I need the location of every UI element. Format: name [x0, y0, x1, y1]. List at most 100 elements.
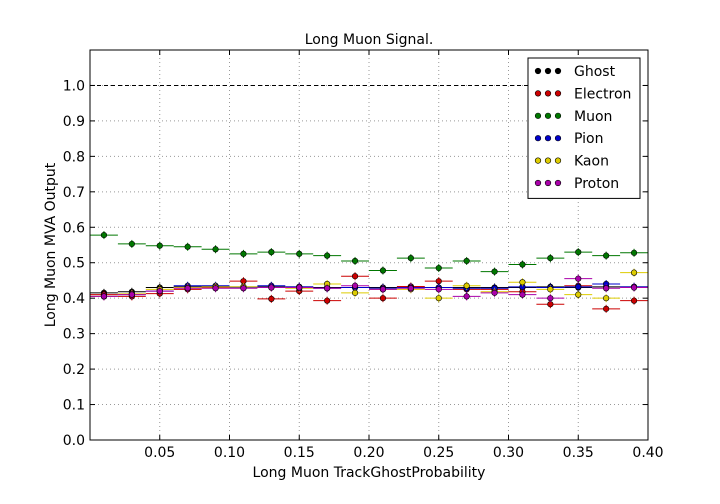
x-tick-label: 0.10	[214, 445, 245, 461]
kaon-point	[630, 269, 638, 276]
electron-point	[547, 301, 554, 308]
muon-point	[128, 240, 135, 248]
series-muon	[90, 231, 648, 276]
electron-point	[435, 278, 442, 285]
muon-point	[100, 231, 108, 239]
y-tick-label: 0.4	[63, 291, 85, 307]
legend-marker-pion	[554, 135, 562, 142]
y-tick-label: 0.1	[63, 398, 85, 414]
proton-point	[435, 286, 442, 293]
muon-point	[156, 242, 163, 249]
x-tick-label: 0.05	[144, 445, 175, 461]
proton-point	[268, 284, 275, 291]
legend-marker-muon	[534, 112, 542, 119]
muon-point	[184, 243, 191, 250]
y-tick-label: 0.6	[63, 220, 85, 236]
electron-point	[324, 297, 331, 304]
series-layer	[90, 231, 648, 313]
electron-point	[603, 305, 610, 312]
muon-point	[547, 255, 554, 262]
y-tick-label: 0.7	[63, 185, 85, 201]
legend-label-proton: Proton	[574, 176, 619, 192]
y-tick-label: 0.8	[63, 149, 85, 165]
legend-label-electron: Electron	[574, 86, 631, 102]
muon-point	[351, 257, 359, 265]
proton-point	[603, 285, 610, 292]
proton-point	[630, 284, 638, 291]
proton-point	[519, 291, 526, 298]
legend-label-muon: Muon	[574, 109, 612, 125]
proton-point	[100, 293, 108, 300]
proton-point	[184, 285, 191, 292]
proton-point	[491, 289, 498, 296]
legend-label-kaon: Kaon	[574, 154, 609, 170]
proton-point	[379, 286, 387, 293]
muon-point	[268, 248, 275, 256]
muon-point	[240, 250, 247, 257]
legend-marker-proton	[534, 179, 542, 187]
x-tick-label: 0.25	[423, 445, 454, 461]
legend-label-ghost: Ghost	[574, 64, 616, 80]
y-tick-label: 0.9	[63, 114, 85, 130]
legend-label-pion: Pion	[574, 131, 603, 147]
legend-marker-electron	[544, 90, 552, 97]
legend-marker-kaon	[534, 157, 542, 164]
muon-point	[463, 257, 470, 265]
kaon-point	[435, 295, 442, 302]
muon-point	[296, 250, 303, 257]
x-tick-label: 0.15	[284, 445, 315, 461]
muon-point	[575, 248, 582, 256]
proton-point	[212, 285, 219, 292]
proton-point	[463, 293, 470, 300]
muon-point	[435, 264, 442, 272]
y-tick-label: 1.0	[63, 78, 85, 94]
pion-point	[575, 283, 582, 290]
legend-marker-electron	[534, 90, 542, 97]
legend: Ghost Electron Muon Pion Kaon Proton	[527, 57, 641, 199]
kaon-point	[351, 289, 359, 296]
legend-marker-pion	[544, 135, 552, 142]
legend-marker-ghost	[544, 67, 552, 75]
x-tick-label: 0.40	[632, 445, 663, 461]
muon-point	[379, 267, 387, 274]
legend-marker-proton	[544, 179, 552, 187]
electron-point	[630, 297, 638, 304]
proton-point	[351, 282, 359, 289]
muon-point	[491, 268, 498, 275]
proton-point	[575, 275, 582, 282]
chart-title: Long Muon Signal.	[305, 32, 434, 48]
proton-point	[407, 285, 414, 292]
proton-point	[296, 284, 303, 291]
legend-marker-muon	[554, 112, 562, 119]
legend-marker-kaon	[554, 157, 562, 164]
kaon-point	[603, 295, 610, 302]
muon-point	[630, 249, 638, 256]
legend-marker-muon	[544, 112, 552, 119]
muon-point	[212, 246, 219, 253]
tick-layer: 0.05 0.10 0.15 0.20 0.25 0.30 0.35 0.40 0.0 0.1 0.…	[63, 50, 664, 461]
y-axis-title: Long Muon MVA Output	[43, 162, 59, 327]
muon-point	[519, 261, 526, 268]
muon-point	[324, 252, 331, 259]
electron-point	[268, 295, 275, 302]
proton-point	[324, 285, 331, 292]
series-proton	[90, 274, 648, 303]
muon-point	[603, 252, 610, 259]
x-axis-title: Long Muon TrackGhostProbability	[253, 465, 486, 481]
electron-point	[351, 273, 359, 280]
y-tick-label: 0.0	[63, 433, 85, 449]
muon-point	[407, 255, 414, 262]
kaon-point	[575, 291, 582, 298]
y-tick-label: 0.5	[63, 256, 85, 272]
proton-point	[547, 295, 554, 302]
kaon-point	[519, 279, 526, 286]
proton-point	[240, 285, 247, 292]
kaon-point	[547, 286, 554, 293]
legend-marker-pion	[534, 135, 542, 142]
y-tick-label: 0.3	[63, 327, 85, 343]
legend-marker-ghost	[554, 67, 562, 75]
legend-marker-electron	[554, 90, 562, 97]
legend-marker-ghost	[534, 67, 542, 75]
y-tick-label: 0.2	[63, 362, 85, 378]
